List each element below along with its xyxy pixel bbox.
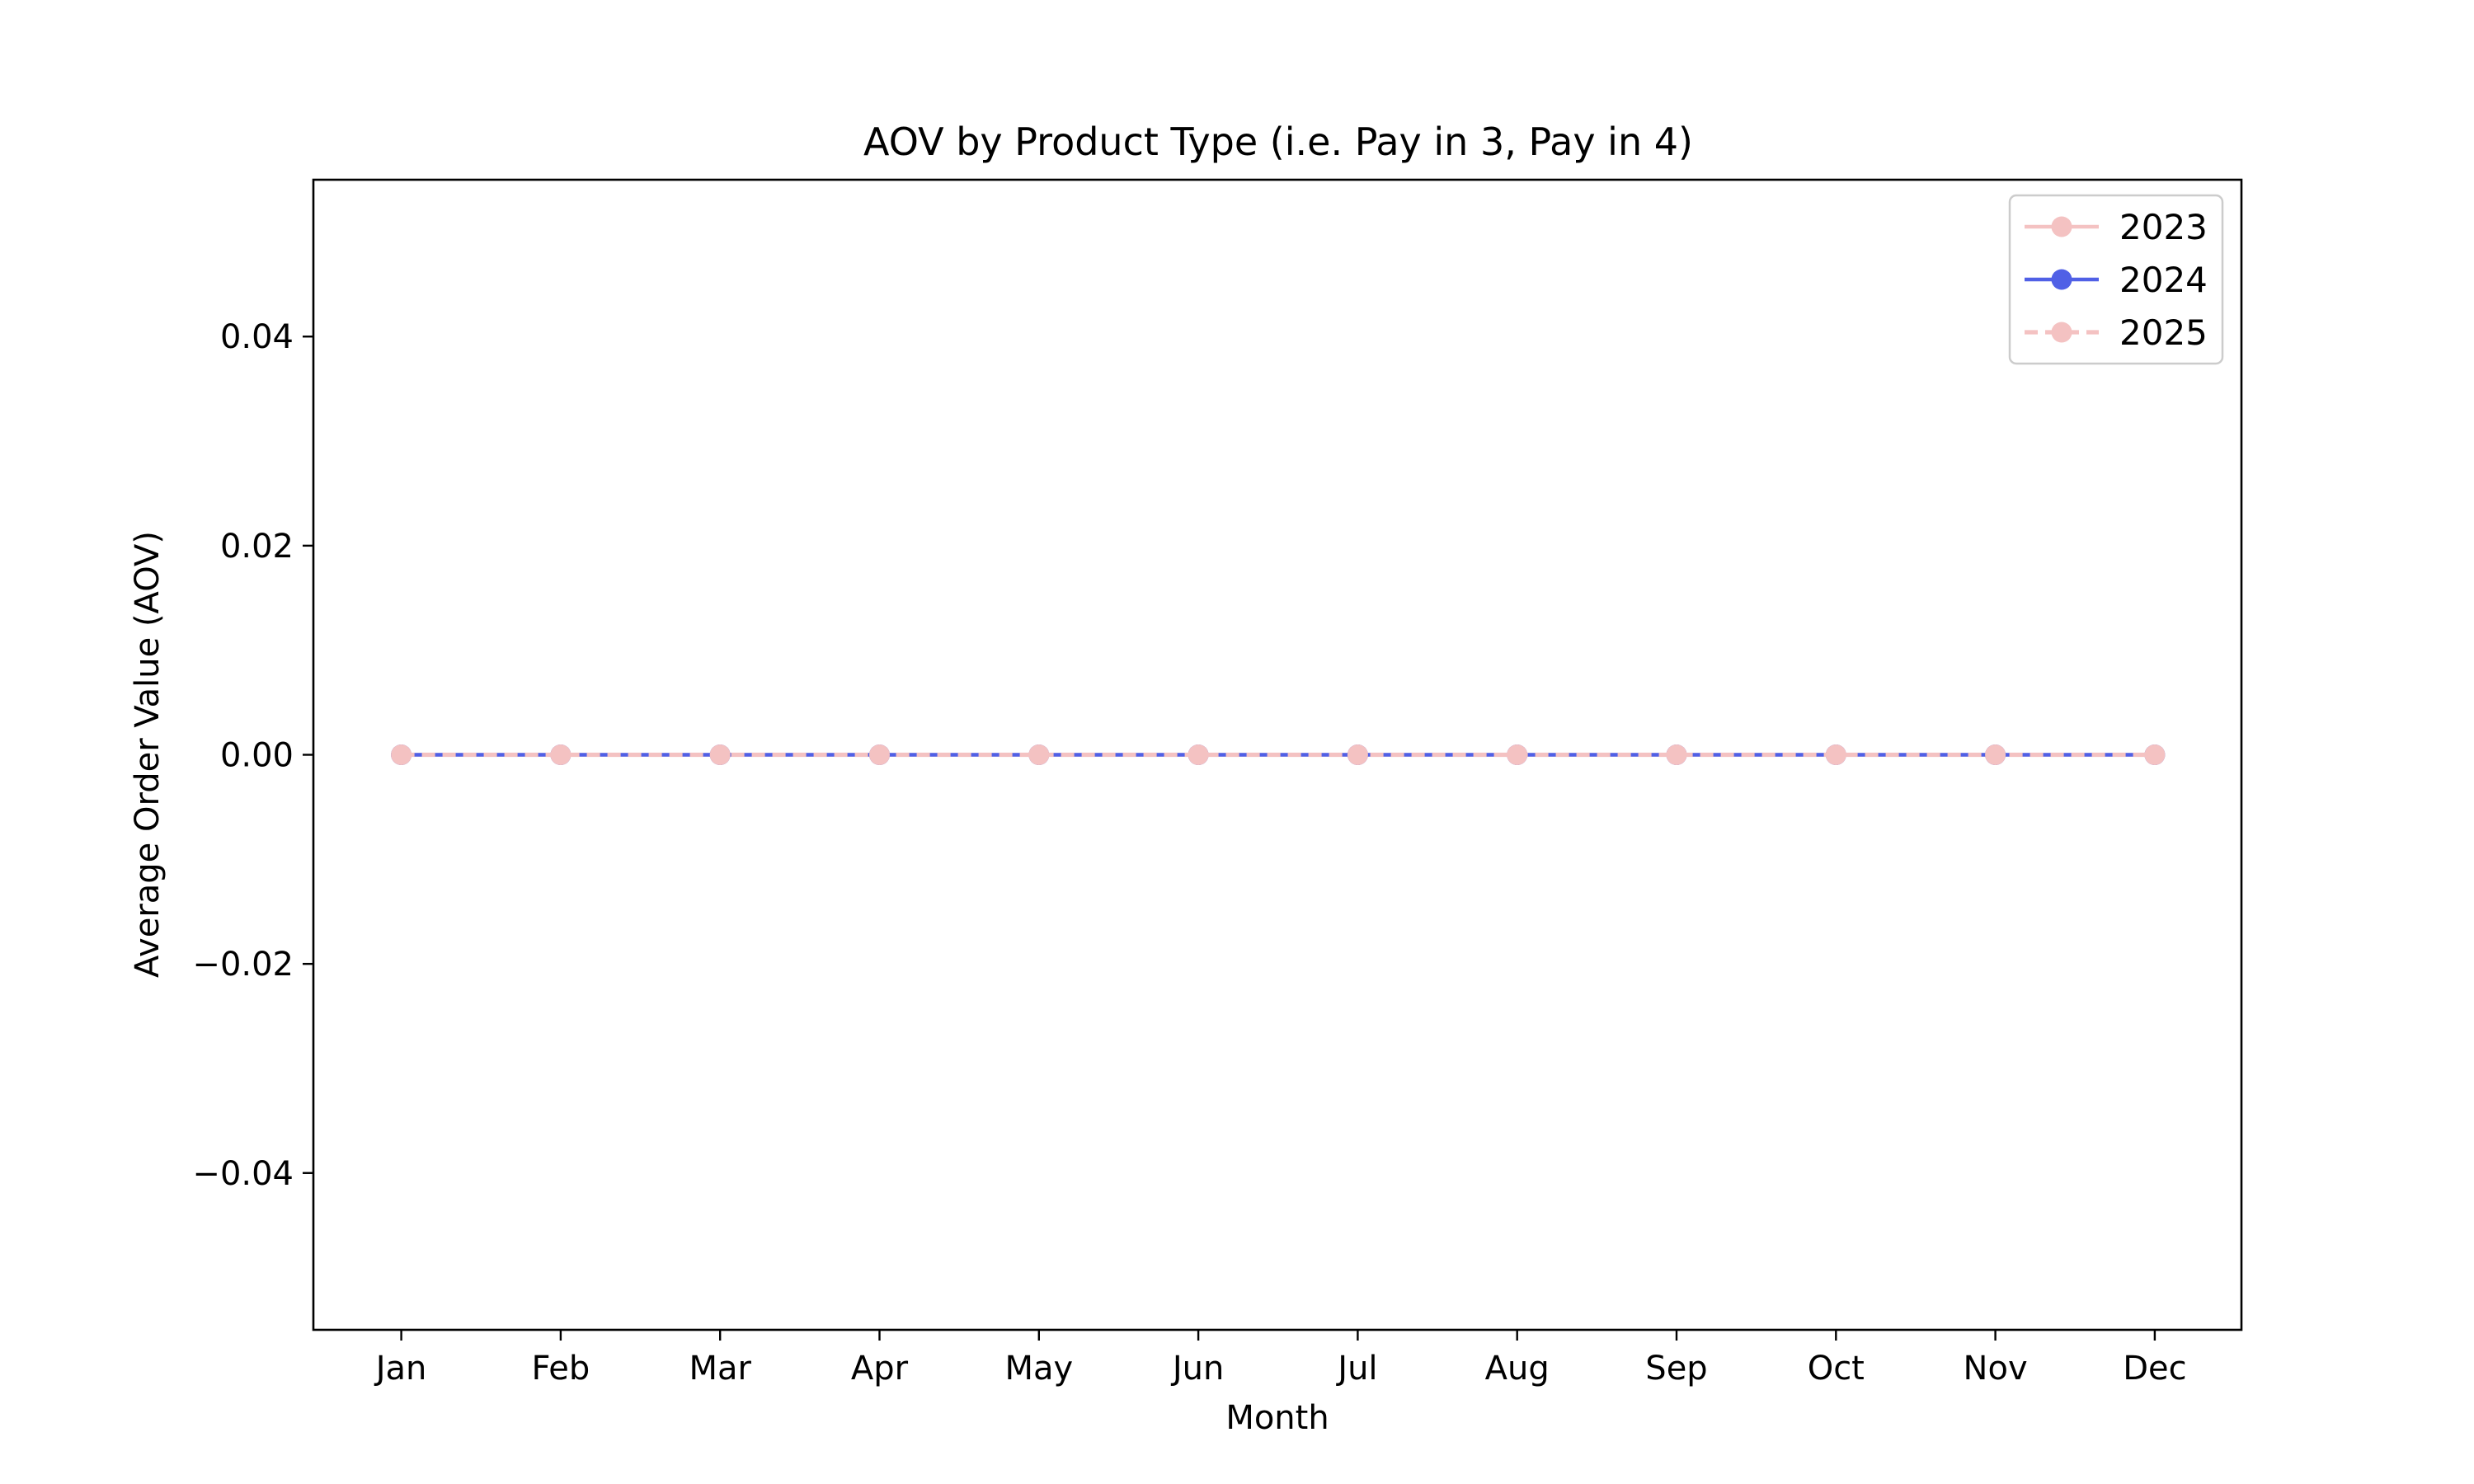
y-tick-label: −0.04 [192,1155,294,1193]
legend-label-2023: 2023 [2119,207,2208,247]
chart-title: AOV by Product Type (i.e. Pay in 3, Pay … [863,120,1693,164]
data-point-2025 [1985,744,2006,765]
y-axis: −0.04 −0.02 0.00 0.02 0.04 [192,318,313,1193]
data-point-2025 [1666,744,1687,765]
series-2025 [391,744,2166,765]
legend-label-2025: 2025 [2119,312,2208,353]
x-tick-label: Jun [1170,1350,1225,1388]
x-axis-label: Month [1225,1399,1329,1437]
y-tick-label: −0.02 [192,946,294,984]
data-point-2025 [550,744,571,765]
x-tick-label: Feb [531,1350,590,1388]
data-point-2025 [1347,744,1368,765]
series-layer [391,744,2166,765]
y-axis-label: Average Order Value (AOV) [129,531,167,978]
legend-marker-2025 [2051,322,2072,343]
data-point-2025 [1028,744,1050,765]
data-point-2025 [391,744,412,765]
y-tick-label: 0.00 [220,737,294,775]
plot-area [312,178,2243,1331]
x-tick-label: Dec [2123,1350,2186,1388]
x-tick-label: Sep [1645,1350,1707,1388]
x-tick-label: Jul [1335,1350,1377,1388]
x-tick-label: Apr [851,1350,909,1388]
legend-frame [2008,194,2224,365]
legend-item-2025: 2025 [2025,312,2208,353]
data-point-2025 [1188,744,1209,765]
data-point-2025 [709,744,731,765]
legend-marker-2023 [2051,216,2072,237]
legend-item-2023: 2023 [2025,207,2208,247]
x-tick-label: May [1004,1350,1073,1388]
x-tick-label: Nov [1964,1350,2028,1388]
x-tick-label: Oct [1808,1350,1865,1388]
legend: 2023 2024 2025 [2008,194,2224,365]
y-tick-label: 0.02 [220,528,294,566]
legend-marker-2024 [2051,269,2072,290]
legend-label-2024: 2024 [2119,260,2208,300]
data-point-2025 [869,744,890,765]
data-point-2025 [1507,744,1528,765]
x-tick-label: Jan [374,1350,427,1388]
x-tick-label: Aug [1485,1350,1550,1388]
x-tick-label: Mar [689,1350,751,1388]
x-axis: Jan Feb Mar Apr May Jun Jul Aug Sep Oct Nov Dec [374,1330,2187,1388]
data-point-2025 [2144,744,2166,765]
legend-items: 2023 2024 2025 [2025,207,2208,353]
legend-item-2024: 2024 [2025,260,2208,300]
y-tick-label: 0.04 [220,318,294,356]
data-point-2025 [1825,744,1846,765]
